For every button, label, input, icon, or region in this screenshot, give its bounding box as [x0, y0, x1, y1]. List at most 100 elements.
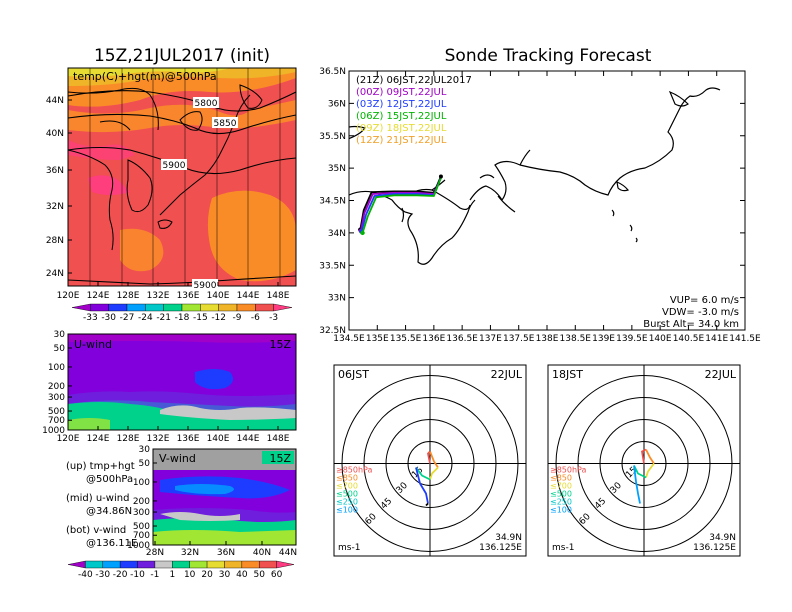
x-tick-label: 28N	[146, 548, 164, 558]
polar-loc-lon: 136.125E	[479, 543, 522, 553]
x-tick-label: 141.5E	[729, 334, 761, 344]
colorbar-label: 1	[169, 570, 175, 580]
hodograph-segment	[425, 502, 429, 507]
y-tick-label: 300	[48, 393, 65, 403]
polar-units: ms-1	[552, 543, 574, 553]
x-tick-label: 124E	[87, 434, 110, 444]
colorbar-label: 50	[254, 570, 266, 580]
x-tick-label: 139.5E	[616, 334, 648, 344]
y-tick-label: 700	[48, 416, 65, 426]
y-tick-label: 500	[48, 407, 65, 417]
polar-left-label: 06JST	[338, 368, 369, 381]
ring-label: 30	[395, 481, 410, 496]
legend-entry: (09Z) 18JST,22JUL	[356, 123, 447, 134]
x-tick-label: 124E	[87, 291, 110, 301]
tracking-info: VUP= 6.0 m/s VDW= -3.0 m/s Burst Alt= 34…	[643, 295, 739, 330]
colorbar-label: -3	[269, 313, 278, 323]
bottom-inner-label: V-wind	[159, 452, 196, 465]
hodograph-segment	[415, 466, 431, 481]
tracking-tracks	[358, 174, 443, 236]
contour-label: 5800	[195, 99, 218, 109]
launch-point	[438, 174, 443, 179]
colorbar-swatch	[85, 560, 103, 569]
colorbar-swatch	[241, 560, 260, 569]
y-tick-label: 44N	[46, 96, 64, 106]
colorbar-swatch	[218, 303, 238, 312]
colorbar-swatch	[119, 560, 138, 569]
note-up2: @500hPa	[86, 474, 133, 485]
upper-frame	[67, 67, 297, 287]
colorbar-swatch	[137, 560, 156, 569]
x-tick-label: 137.5E	[503, 334, 535, 344]
x-tick-label: 135.5E	[390, 334, 422, 344]
level-legend-entry: ≤850	[336, 474, 358, 483]
x-tick-label: 132E	[147, 434, 170, 444]
colorbar-swatch	[163, 303, 183, 312]
info-vup: VUP= 6.0 m/s	[670, 295, 739, 306]
colorbar-swatch	[67, 560, 86, 569]
bottom-x-ticks: 28N 32N 36N 40N 44N	[146, 541, 297, 558]
level-legend-entry: ≤100	[336, 506, 358, 515]
upper-field	[68, 68, 296, 286]
x-tick-label: 36N	[217, 548, 235, 558]
colorbar-swatch	[108, 303, 128, 312]
contour-label: 5900	[163, 161, 186, 171]
x-tick-label: 136.5E	[446, 334, 478, 344]
middle-field	[68, 334, 296, 430]
polar-right-label: 22JUL	[705, 368, 737, 381]
upper-colorbar: -33 -30 -27 -24 -21 -18 -15 -12 -9 -6 -3	[71, 303, 293, 323]
y-tick-label: 100	[133, 478, 150, 488]
note-mid2: @34.86N	[86, 506, 132, 517]
colorbar-label: -6	[251, 313, 260, 323]
note-mid: (mid) u-wind	[66, 493, 129, 504]
polar-left-label: 18JST	[552, 368, 583, 381]
polar-right-label: 22JUL	[491, 368, 523, 381]
y-tick-label: 35N	[328, 164, 346, 174]
info-burst: Burst Alt= 34.0 km	[643, 319, 739, 330]
ring-label: 45	[593, 496, 608, 511]
middle-x-ticks: 120E 124E 128E 132E 136E 140E 144E 148E	[57, 426, 290, 444]
bottom-colorbar: -40 -30 -20 -10 -1 1 10 20 30 40 50 60	[67, 560, 295, 580]
legend-entry: (00Z) 09JST,22JUL	[356, 87, 447, 98]
note-bot: (bot) v-wind	[66, 525, 126, 536]
y-tick-label: 200	[133, 497, 150, 507]
polar-units: ms-1	[338, 543, 360, 553]
polar-loc-lat: 34.9N	[495, 533, 522, 543]
level-legend-entry: ≥850hPa	[550, 466, 587, 475]
y-tick-label: 50	[54, 344, 66, 354]
hodograph-segment	[641, 448, 647, 464]
colorbar-label: -1	[150, 570, 159, 580]
colorbar-swatch	[224, 560, 243, 569]
x-tick-label: 132E	[147, 291, 170, 301]
colorbar-label: -21	[156, 313, 171, 323]
hodograph-segment	[429, 451, 439, 468]
polar-loc-lon: 136.125E	[693, 543, 736, 553]
y-tick-label: 33.5N	[319, 261, 346, 271]
hodograph-segment	[633, 465, 641, 504]
colorbar-label: -27	[120, 313, 135, 323]
x-tick-label: 120E	[57, 291, 80, 301]
colorbar-label: 30	[219, 570, 231, 580]
x-tick-label: 141E	[705, 334, 728, 344]
colorbar-label: -15	[193, 313, 208, 323]
x-tick-label: 140E	[207, 434, 230, 444]
ring-label: 60	[364, 512, 379, 527]
colorbar-label: 60	[271, 570, 283, 580]
side-notes: (up) tmp+hgt @500hPa (mid) u-wind @34.86…	[66, 461, 137, 549]
x-tick-label: 136E	[177, 434, 200, 444]
note-up: (up) tmp+hgt	[66, 461, 135, 472]
ring-label: 30	[609, 481, 624, 496]
x-tick-label: 148E	[267, 291, 290, 301]
middle-time-label: 15Z	[269, 338, 291, 351]
y-tick-label: 36N	[328, 99, 346, 109]
legend-entry: (03Z) 12JST,22JUL	[356, 99, 447, 110]
x-tick-label: 134.5E	[333, 334, 365, 344]
hodograph-segment	[645, 449, 655, 464]
hodograph-segment	[645, 462, 655, 478]
colorbar-swatch	[172, 560, 190, 569]
